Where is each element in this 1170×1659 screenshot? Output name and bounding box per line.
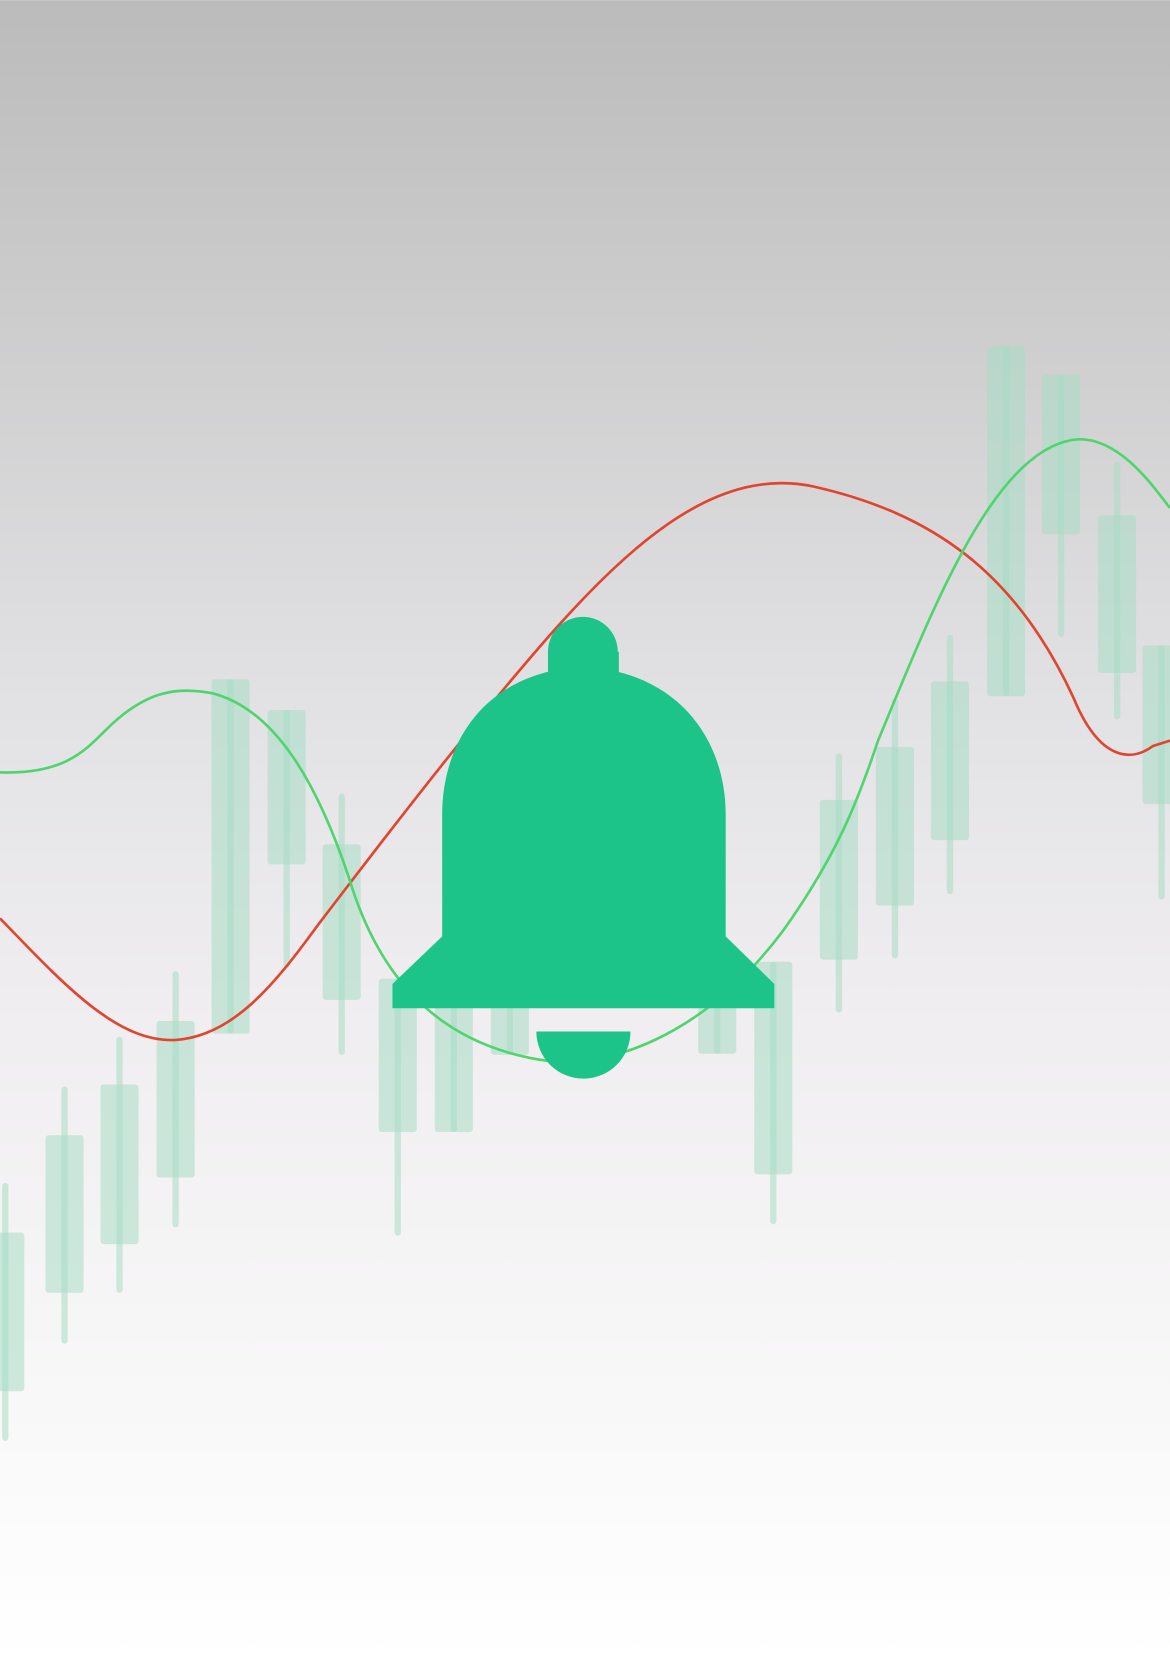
candle-body	[434, 994, 473, 1133]
candle-body	[156, 1020, 195, 1178]
red-line	[0, 481, 1170, 1042]
candle-body	[0, 1232, 25, 1392]
candle-body	[211, 679, 250, 1034]
candle-body	[100, 1084, 139, 1245]
bell-body	[392, 666, 775, 1009]
candle-body	[930, 681, 970, 841]
candles	[0, 346, 1170, 1441]
candle-body	[45, 1135, 84, 1293]
candle-body	[819, 799, 858, 960]
candle-body	[267, 709, 306, 865]
bell-icon	[392, 616, 775, 1079]
candle-body	[378, 978, 417, 1133]
candle-body	[1142, 645, 1170, 805]
candle-body	[986, 346, 1026, 697]
candle-body	[875, 746, 914, 906]
candle-body	[754, 961, 793, 1175]
candle-body	[322, 844, 361, 1000]
bell-clapper	[536, 1031, 631, 1079]
candle-body	[1098, 515, 1137, 673]
candle-body	[698, 1005, 737, 1054]
candle-body	[1041, 374, 1081, 535]
candle-body	[490, 1005, 529, 1055]
